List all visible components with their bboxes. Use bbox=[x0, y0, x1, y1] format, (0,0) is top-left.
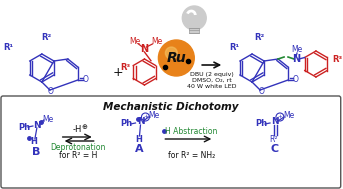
Text: +: + bbox=[277, 115, 282, 119]
Text: O: O bbox=[293, 75, 299, 84]
Text: R²: R² bbox=[254, 33, 264, 43]
Text: Me: Me bbox=[148, 112, 159, 121]
Text: H: H bbox=[135, 135, 142, 143]
Text: Me: Me bbox=[292, 46, 303, 54]
Text: Mechanistic Dichotomy: Mechanistic Dichotomy bbox=[103, 102, 238, 112]
Text: B: B bbox=[32, 147, 40, 157]
Text: R¹: R¹ bbox=[3, 43, 13, 53]
Text: N: N bbox=[292, 54, 300, 64]
Circle shape bbox=[182, 6, 206, 30]
Text: O: O bbox=[48, 87, 54, 95]
FancyBboxPatch shape bbox=[1, 96, 341, 188]
Text: R³: R³ bbox=[120, 63, 130, 72]
Text: for R² = NH₂: for R² = NH₂ bbox=[168, 152, 215, 160]
Text: +: + bbox=[112, 66, 123, 78]
Text: N: N bbox=[33, 121, 41, 129]
Text: H Abstraction: H Abstraction bbox=[165, 126, 217, 136]
Text: for R² = H: for R² = H bbox=[59, 152, 97, 160]
Text: Ph: Ph bbox=[255, 119, 267, 129]
Text: Ph: Ph bbox=[120, 119, 133, 129]
Text: Ru: Ru bbox=[166, 51, 186, 65]
Circle shape bbox=[158, 40, 194, 76]
Text: N: N bbox=[140, 44, 149, 54]
Text: R¹: R¹ bbox=[229, 43, 239, 53]
Text: ⊕: ⊕ bbox=[82, 124, 87, 130]
Text: +: + bbox=[143, 115, 148, 119]
Text: DMSO, O₂, rt: DMSO, O₂, rt bbox=[192, 78, 232, 83]
Text: Ph: Ph bbox=[18, 122, 30, 132]
Text: C: C bbox=[271, 144, 279, 154]
Text: N: N bbox=[137, 118, 144, 126]
Text: H: H bbox=[31, 138, 37, 146]
Text: Deprotonation: Deprotonation bbox=[50, 143, 105, 153]
Text: R²: R² bbox=[42, 33, 52, 43]
Text: -H: -H bbox=[73, 125, 82, 135]
Text: A: A bbox=[135, 144, 144, 154]
Text: Me: Me bbox=[42, 115, 54, 123]
Text: R³: R³ bbox=[332, 54, 342, 64]
Text: Me: Me bbox=[151, 36, 162, 46]
Text: Me: Me bbox=[283, 112, 295, 121]
Text: O: O bbox=[258, 87, 264, 95]
Text: DBU (2 equiv): DBU (2 equiv) bbox=[190, 72, 234, 77]
Text: R²: R² bbox=[270, 135, 278, 143]
Text: 40 W white LED: 40 W white LED bbox=[188, 84, 237, 89]
Text: Me: Me bbox=[129, 36, 140, 46]
FancyBboxPatch shape bbox=[189, 28, 199, 33]
Circle shape bbox=[165, 47, 177, 59]
Text: O: O bbox=[83, 75, 89, 84]
Text: N: N bbox=[271, 118, 279, 126]
